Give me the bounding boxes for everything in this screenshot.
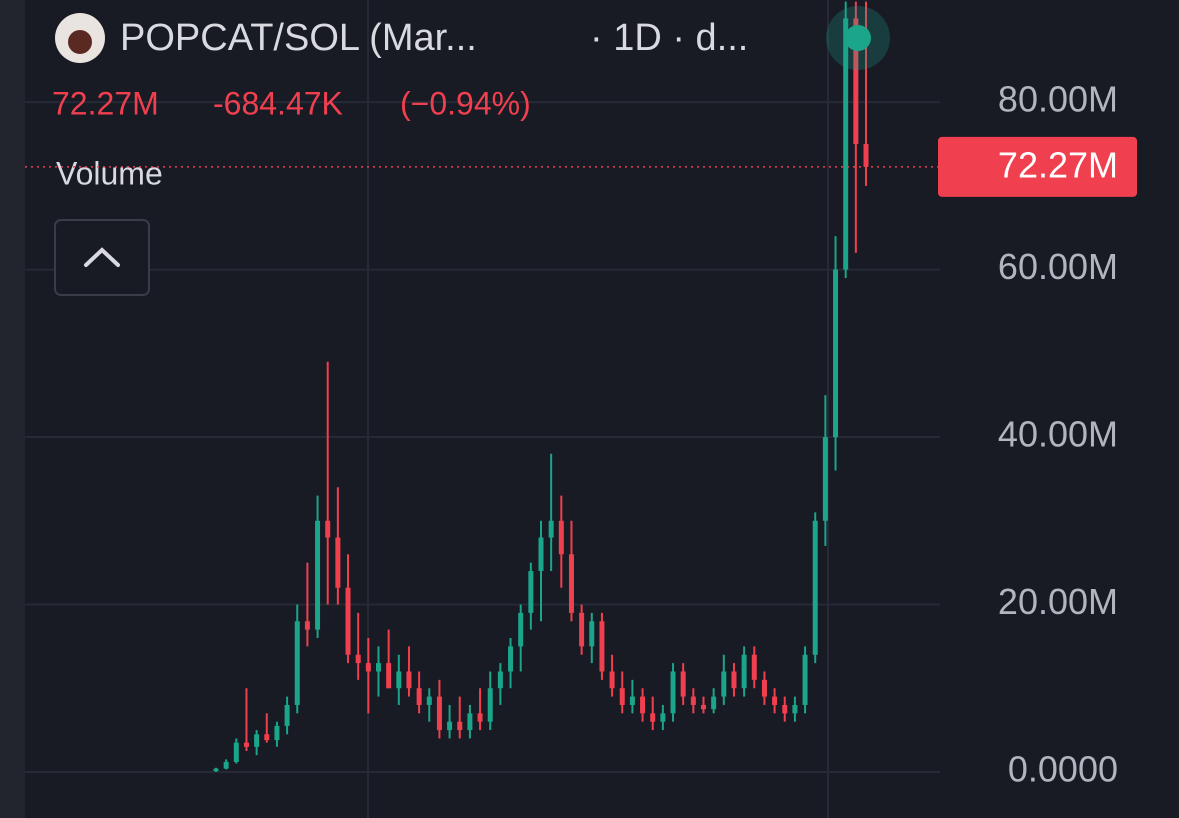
candle-body [284,704,290,726]
candle-body [355,654,361,664]
interval[interactable]: · 1D · d... [590,17,748,59]
candle-body [619,688,625,705]
candle-body [863,144,869,167]
candle-body [335,537,341,588]
candle-body [447,721,453,731]
price-box [938,136,1137,197]
candle-body [416,688,422,705]
candle-body [396,671,402,689]
candle-body [558,520,564,555]
candle-body [487,688,493,722]
candle-body [386,663,392,689]
candle-body [579,612,585,647]
candle-body [254,734,260,747]
candle-body [325,520,331,538]
candle-body [315,520,321,630]
candle-body [853,18,859,145]
candle-body [223,761,229,769]
y-tick-label: 60.00M [998,246,1118,287]
avatar-mouth [68,30,92,54]
candle-body [467,713,473,731]
candle-body [548,520,554,538]
candle-body [843,18,849,270]
candle-body [589,621,595,647]
price-box-label: 72.27M [998,144,1118,185]
candle-body [701,704,706,710]
change: -684.47K [213,85,343,121]
candle-body [721,671,727,697]
candle-body [629,696,635,705]
y-tick-label: 40.00M [998,414,1118,455]
candle-body [365,663,371,672]
candle-body [833,269,839,438]
candle-body [274,725,280,741]
candle-body [690,696,696,705]
candle-body [264,734,270,741]
candle-body [731,671,737,689]
candle-body [538,537,544,572]
candle-body [792,704,798,714]
candle-body [508,646,514,672]
candle-body [406,671,412,689]
candle-body [497,671,503,689]
candle-body [751,654,757,680]
y-tick-label: 20.00M [998,581,1118,622]
symbol-title[interactable]: POPCAT/SOL (Mar... [120,17,477,59]
last-value: 72.27M [52,85,159,121]
candle-body [426,696,432,705]
candle-body [436,696,442,731]
chevron-icon [84,247,120,267]
change-pct: (−0.94%) [400,85,531,121]
y-tick-label: 80.00M [998,79,1118,120]
candle-body [304,621,310,630]
candle-body [660,713,666,722]
candle-body [802,654,808,705]
candle-body [477,713,483,722]
candle-body [640,696,646,714]
collapse-button[interactable] [54,219,150,296]
candle-body [782,704,788,714]
candle-body [243,742,249,747]
candle-body [599,621,605,672]
candle-body [812,520,818,655]
candle-body [345,587,351,655]
candle-body [711,696,717,710]
candle-body [772,696,778,705]
candle-body [741,654,747,689]
candle-body [761,679,767,697]
candle-body [680,671,686,697]
candle-body [822,437,828,521]
candle-body [670,671,676,714]
side-strip [0,0,25,818]
candle-body [609,671,615,689]
candle-body [568,554,574,613]
indicator-label[interactable]: Volume [56,155,163,191]
candle-body [294,621,300,705]
candle-body [457,721,463,731]
candle-body [213,768,219,772]
live-dot [845,25,871,51]
y-tick-label: 0.0000 [1008,748,1118,789]
candle-body [233,742,239,762]
candle-body [376,663,381,672]
candle-body [650,713,656,722]
candle-body [528,571,534,613]
candle-body [518,612,524,647]
